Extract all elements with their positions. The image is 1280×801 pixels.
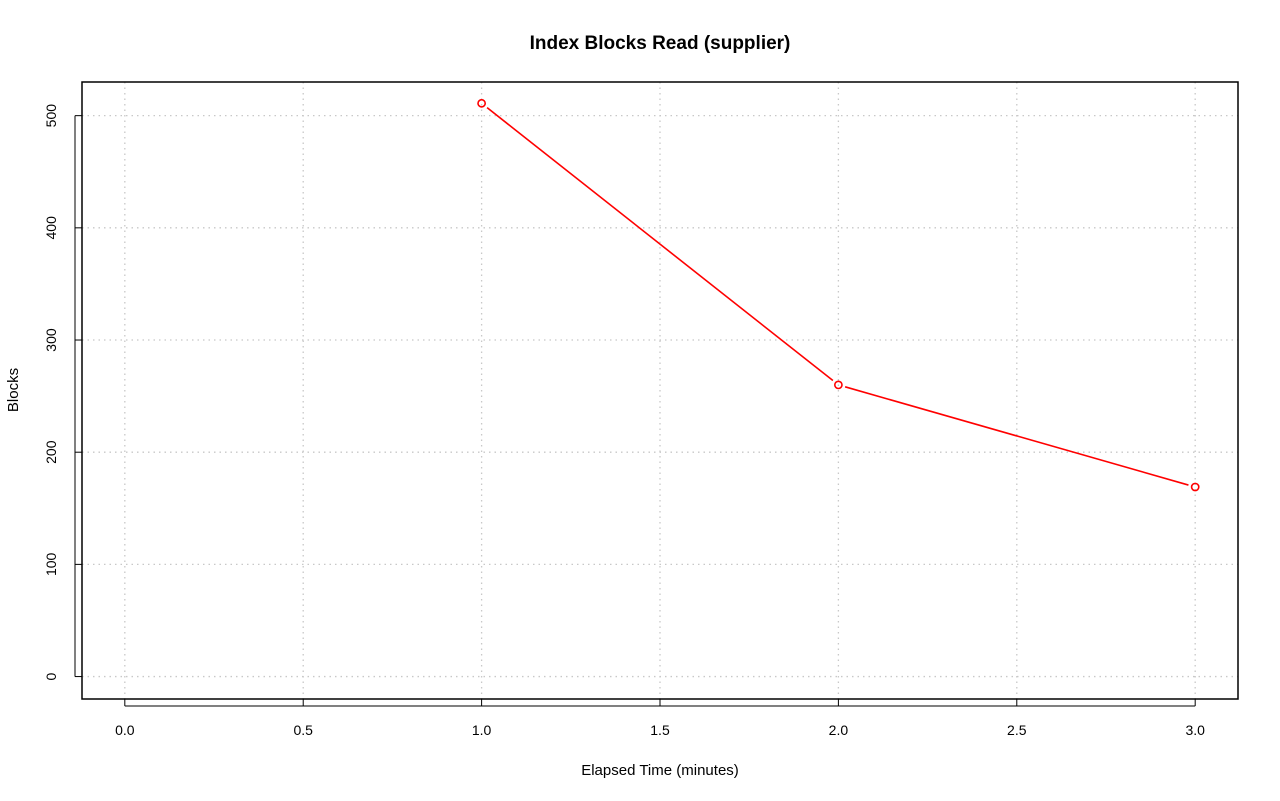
x-tick-label: 1.0	[472, 722, 492, 738]
x-tick-label: 0.0	[115, 722, 135, 738]
x-tick-label: 0.5	[293, 722, 313, 738]
y-tick-label: 0	[43, 672, 59, 680]
y-tick-label: 400	[43, 216, 59, 240]
x-axis-label: Elapsed Time (minutes)	[581, 762, 739, 779]
data-point	[477, 98, 487, 108]
x-tick-label: 2.0	[829, 722, 849, 738]
chart-title: Index Blocks Read (supplier)	[530, 33, 791, 54]
data-point	[833, 380, 843, 390]
y-tick-label: 300	[43, 328, 59, 352]
y-tick-label: 200	[43, 440, 59, 464]
series-line-segment	[844, 386, 1189, 486]
x-tick-label: 3.0	[1185, 722, 1205, 738]
series-layer	[477, 98, 1200, 492]
data-point	[1190, 482, 1200, 492]
y-tick-label: 500	[43, 104, 59, 128]
y-axis-label: Blocks	[5, 368, 22, 412]
x-tick-label: 1.5	[650, 722, 670, 738]
x-axis: 0.0 0.5 1.0 1.5 2.0 2.5 3.0	[115, 699, 1205, 738]
series-line-segment	[486, 107, 834, 382]
grid-lines	[82, 82, 1238, 699]
y-axis: 0 100 200 300 400 500	[43, 104, 82, 680]
y-tick-label: 100	[43, 552, 59, 576]
x-tick-label: 2.5	[1007, 722, 1027, 738]
